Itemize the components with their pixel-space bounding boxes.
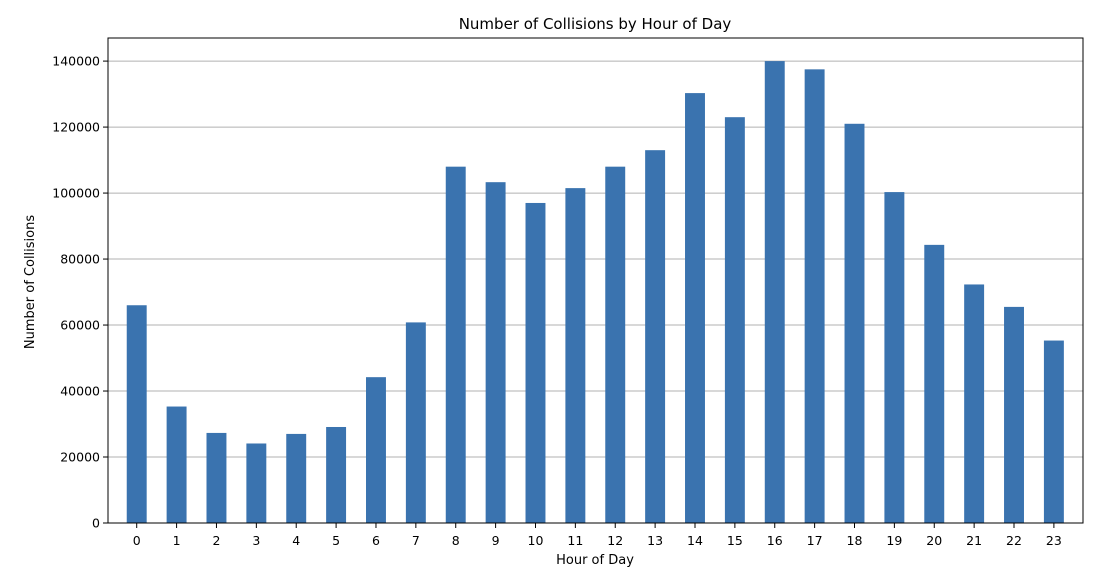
bar-hour-6: [366, 377, 386, 523]
bar-hour-13: [645, 150, 666, 523]
x-tick-label: 11: [567, 533, 583, 548]
x-tick-label: 23: [1046, 533, 1062, 548]
x-tick-label: 1: [173, 533, 181, 548]
bar-hour-20: [924, 244, 945, 523]
x-tick-label: 22: [1006, 533, 1022, 548]
x-tick-label: 6: [372, 533, 380, 548]
x-tick-label: 12: [607, 533, 623, 548]
x-tick-label: 10: [528, 533, 544, 548]
bar-hour-1: [166, 406, 187, 523]
bar-hour-8: [445, 166, 466, 523]
x-tick-label: 13: [647, 533, 663, 548]
x-tick-label: 16: [767, 533, 783, 548]
x-tick-label: 17: [807, 533, 823, 548]
y-tick-label: 0: [92, 516, 100, 531]
bar-hour-22: [1004, 306, 1024, 523]
x-axis-label: Hour of Day: [556, 553, 634, 568]
bar-hour-15: [724, 117, 745, 524]
chart-title: Number of Collisions by Hour of Day: [459, 15, 732, 33]
y-tick-label: 80000: [60, 252, 100, 267]
x-tick-label: 20: [926, 533, 942, 548]
bar-hour-5: [326, 426, 347, 523]
bar-hour-16: [764, 61, 785, 523]
x-axis-ticks: 0 1 2 3 4 5 6 7 8 9 10 11 12 13 14 15 16 17 18 19 20 21 22 23: [133, 523, 1062, 548]
bar-hour-18: [844, 123, 865, 523]
bar-hour-17: [804, 69, 825, 523]
x-tick-label: 8: [452, 533, 460, 548]
x-tick-label: 4: [292, 533, 300, 548]
x-tick-label: 2: [212, 533, 220, 548]
x-tick-label: 3: [252, 533, 260, 548]
bar-hour-12: [605, 166, 626, 523]
x-tick-label: 7: [412, 533, 420, 548]
bar-hour-4: [286, 433, 307, 523]
bar-hour-21: [964, 284, 985, 523]
y-tick-label: 40000: [60, 384, 100, 399]
bar-hour-9: [485, 182, 506, 523]
bar-hour-11: [565, 188, 586, 523]
bar-hour-19: [884, 192, 905, 523]
y-tick-label: 140000: [52, 54, 100, 69]
x-tick-label: 19: [886, 533, 902, 548]
x-tick-label: 0: [133, 533, 141, 548]
bar-hour-23: [1043, 340, 1064, 523]
bar-hour-3: [246, 443, 267, 523]
x-tick-label: 9: [492, 533, 500, 548]
y-tick-label: 60000: [60, 318, 100, 333]
y-axis-ticks: 0 20000 40000 60000 80000 100000 120000 140000: [52, 54, 108, 531]
bar-hour-14: [685, 93, 705, 524]
bar-hour-7: [405, 322, 426, 523]
bar-hour-0: [126, 305, 147, 523]
bars: [126, 61, 1064, 524]
x-tick-label: 15: [727, 533, 743, 548]
x-tick-label: 18: [847, 533, 863, 548]
plot-area-frame: [107, 37, 1084, 524]
gridlines: [108, 60, 1083, 458]
bar-hour-10: [525, 202, 546, 523]
x-tick-label: 21: [966, 533, 982, 548]
bar-hour-2: [206, 432, 227, 523]
x-tick-label: 14: [687, 533, 703, 548]
y-tick-label: 100000: [52, 186, 100, 201]
x-tick-label: 5: [332, 533, 340, 548]
y-tick-label: 20000: [60, 450, 100, 465]
y-tick-label: 120000: [52, 120, 100, 135]
y-axis-label: Number of Collisions: [23, 215, 38, 349]
